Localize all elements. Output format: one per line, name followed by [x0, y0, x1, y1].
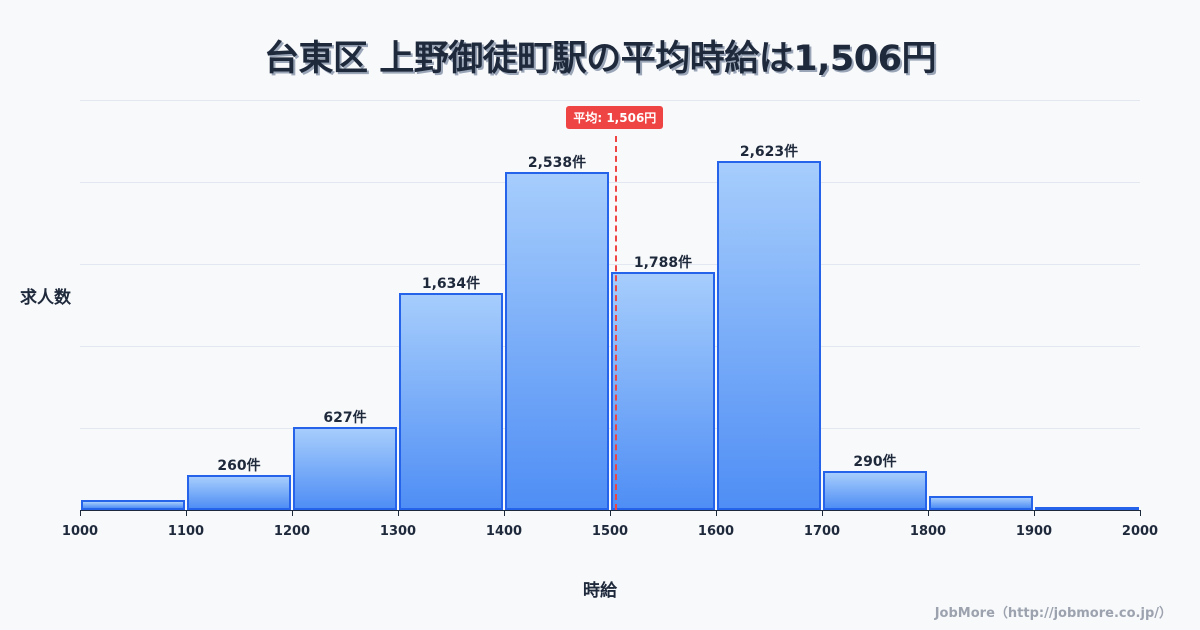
bar-value-label: 2,538件 — [504, 152, 610, 172]
histogram-bar — [81, 500, 185, 510]
gridline — [80, 346, 1140, 347]
x-tick — [716, 510, 717, 516]
x-tick-label: 2000 — [1110, 524, 1170, 539]
bar-value-label: 1,634件 — [398, 273, 504, 293]
x-tick-label: 1700 — [792, 524, 852, 539]
x-tick — [292, 510, 293, 516]
gridline — [80, 100, 1140, 101]
x-tick-label: 1000 — [50, 524, 110, 539]
histogram-bar — [717, 161, 821, 510]
x-tick-label: 1800 — [898, 524, 958, 539]
credit-text: JobMore（http://jobmore.co.jp/） — [935, 602, 1172, 621]
histogram-bar — [505, 172, 609, 510]
x-tick-label: 1900 — [1004, 524, 1064, 539]
bar-value-label: 627件 — [292, 407, 398, 427]
x-tick — [186, 510, 187, 516]
x-tick — [822, 510, 823, 516]
bar-value-label: 2,623件 — [716, 141, 822, 161]
mean-badge: 平均: 1,506円 — [566, 106, 663, 129]
histogram-bar — [293, 427, 397, 510]
histogram-bar — [929, 496, 1033, 510]
x-tick-label: 1600 — [686, 524, 746, 539]
bar-value-label: 1,788件 — [610, 252, 716, 272]
x-tick-label: 1300 — [368, 524, 428, 539]
bar-value-label: 260件 — [186, 455, 292, 475]
x-tick — [1034, 510, 1035, 516]
y-axis-label: 求人数 — [20, 283, 71, 308]
x-tick — [928, 510, 929, 516]
x-axis-label: 時給 — [0, 576, 1200, 601]
histogram-bar — [187, 475, 291, 510]
histogram-bar — [611, 272, 715, 510]
gridline — [80, 182, 1140, 183]
histogram-bar — [399, 293, 503, 510]
x-tick-label: 1100 — [156, 524, 216, 539]
x-tick-label: 1400 — [474, 524, 534, 539]
x-tick — [504, 510, 505, 516]
x-tick-label: 1500 — [580, 524, 640, 539]
x-tick-label: 1200 — [262, 524, 322, 539]
gridline — [80, 428, 1140, 429]
x-tick — [1140, 510, 1141, 516]
chart-title: 台東区 上野御徒町駅の平均時給は1,506円 — [0, 30, 1200, 81]
mean-line — [615, 136, 617, 510]
plot-area: 260件 627件 1,634件 2,538件 1,788件 2,623件 290件 — [80, 100, 1140, 510]
x-tick — [80, 510, 81, 516]
histogram-bar — [823, 471, 927, 510]
x-tick — [610, 510, 611, 516]
bar-value-label: 290件 — [822, 451, 928, 471]
x-tick — [398, 510, 399, 516]
